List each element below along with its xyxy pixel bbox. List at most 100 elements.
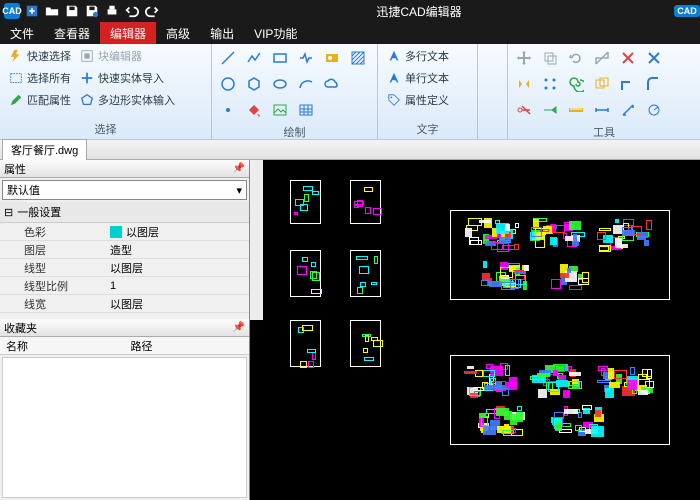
trim-icon[interactable]	[514, 100, 534, 120]
property-row[interactable]: 图层造型	[0, 241, 249, 259]
menu-tab-1[interactable]: 查看器	[44, 22, 100, 44]
dim2-icon[interactable]	[618, 100, 638, 120]
ribbon-group-tools: 工具	[508, 44, 700, 139]
point-icon[interactable]	[218, 100, 238, 120]
titlebar-right: CAD	[674, 5, 700, 17]
fill-icon[interactable]	[244, 100, 264, 120]
properties-combo[interactable]: 默认值 ▾	[2, 180, 247, 200]
open-icon[interactable]	[44, 3, 60, 19]
print-icon[interactable]	[104, 3, 120, 19]
favorites-col-path: 路径	[125, 338, 250, 354]
move-icon[interactable]	[514, 48, 534, 68]
document-tabstrip: 客厅餐厅.dwg	[0, 140, 700, 160]
property-key: 线宽	[0, 296, 110, 312]
favorites-columns: 名称 路径	[0, 337, 249, 355]
arc-icon[interactable]	[296, 74, 316, 94]
properties-scrollbar[interactable]	[250, 160, 263, 320]
section-label: 一般设置	[17, 204, 61, 220]
ribbon-item-label: 快速实体导入	[98, 70, 164, 86]
undo-icon[interactable]	[124, 3, 140, 19]
polyline-icon[interactable]	[244, 48, 264, 68]
pin-icon[interactable]: 📌	[233, 163, 245, 174]
document-tab[interactable]: 客厅餐厅.dwg	[2, 139, 87, 160]
ribbon-item[interactable]: 快速实体导入	[77, 68, 177, 88]
properties-title: 属性	[4, 161, 26, 177]
zig-icon[interactable]	[296, 48, 316, 68]
copy-icon[interactable]	[540, 48, 560, 68]
hex-icon[interactable]	[244, 74, 264, 94]
saveas-icon[interactable]	[84, 3, 100, 19]
ribbon-item[interactable]: 属性定义	[384, 90, 451, 110]
save-icon[interactable]	[64, 3, 80, 19]
property-row[interactable]: 线宽以图层	[0, 295, 249, 313]
crossb-icon[interactable]	[644, 48, 664, 68]
spiral-icon[interactable]	[566, 74, 586, 94]
mirror-icon[interactable]	[514, 74, 534, 94]
corner-icon[interactable]	[618, 74, 638, 94]
ribbon-item: 块编辑器	[77, 46, 177, 66]
array-icon[interactable]	[540, 74, 560, 94]
tag-icon	[386, 92, 402, 108]
cloud-icon[interactable]	[322, 74, 342, 94]
dim-icon[interactable]	[592, 100, 612, 120]
block-icon	[79, 48, 95, 64]
ribbon-item[interactable]: 快速选择	[6, 46, 73, 66]
menu-tab-2[interactable]: 编辑器	[100, 22, 156, 44]
new-icon[interactable]	[24, 3, 40, 19]
left-panel: 属性 📌 默认值 ▾ ⊟ 一般设置 色彩以图层图层造型线型以图层线型比例1线宽以…	[0, 160, 250, 500]
dim3-icon[interactable]	[644, 100, 664, 120]
ruler-icon[interactable]	[566, 100, 586, 120]
hatch-icon[interactable]	[348, 48, 368, 68]
ribbon-item-label: 块编辑器	[98, 48, 142, 64]
quick-access-toolbar: CAD	[0, 3, 164, 19]
ribbon-item-label: 快速选择	[27, 48, 71, 64]
rect-icon[interactable]	[270, 48, 290, 68]
redo-icon[interactable]	[144, 3, 160, 19]
table-icon[interactable]	[296, 100, 316, 120]
menu-tab-3[interactable]: 高级	[156, 22, 200, 44]
rect-dash-icon	[8, 70, 24, 86]
ribbon-group-select: 快速选择选择所有匹配属性 块编辑器快速实体导入多边形实体输入 选择	[0, 44, 212, 139]
ribbon-item-label: 属性定义	[405, 92, 449, 108]
dimpic-icon[interactable]	[322, 48, 342, 68]
ribbon-group-spacer	[478, 44, 508, 139]
property-row[interactable]: 色彩以图层	[0, 223, 249, 241]
property-row[interactable]: 线型以图层	[0, 259, 249, 277]
ribbon-item[interactable]: 多行文本	[384, 46, 451, 66]
extend-icon[interactable]	[540, 100, 560, 120]
ribbon-group-label: 工具	[514, 122, 694, 142]
favorites-body	[2, 357, 247, 498]
ribbon-group-label: 选择	[6, 119, 205, 139]
scale-icon[interactable]	[592, 48, 612, 68]
menu-tab-5[interactable]: VIP功能	[244, 22, 307, 44]
cross-icon[interactable]	[618, 48, 638, 68]
rotate-icon[interactable]	[566, 48, 586, 68]
image-icon[interactable]	[270, 100, 290, 120]
drawing-canvas[interactable]	[250, 160, 700, 500]
property-row[interactable]: 线型比例1	[0, 277, 249, 295]
ribbon-item[interactable]: 单行文本	[384, 68, 451, 88]
corner2-icon[interactable]	[644, 74, 664, 94]
ribbon-group-label	[484, 135, 501, 139]
ellipse-icon[interactable]	[270, 74, 290, 94]
properties-section[interactable]: ⊟ 一般设置	[0, 202, 249, 223]
poly-icon	[79, 92, 95, 108]
color-swatch	[110, 226, 122, 238]
offset-icon[interactable]	[592, 74, 612, 94]
property-key: 线型比例	[0, 278, 110, 294]
circle-icon[interactable]	[218, 74, 238, 94]
blank-icon[interactable]	[348, 74, 368, 94]
menu-tab-0[interactable]: 文件	[0, 22, 44, 44]
bolt-icon	[8, 48, 24, 64]
ribbon-item[interactable]: 匹配属性	[6, 90, 73, 110]
workarea: 属性 📌 默认值 ▾ ⊟ 一般设置 色彩以图层图层造型线型以图层线型比例1线宽以…	[0, 160, 700, 500]
chevron-down-icon: ▾	[236, 184, 242, 197]
ribbon-item-label: 匹配属性	[27, 92, 71, 108]
combo-value: 默认值	[7, 182, 40, 198]
menu-tab-4[interactable]: 输出	[200, 22, 244, 44]
ribbon-item[interactable]: 多边形实体输入	[77, 90, 177, 110]
line-icon[interactable]	[218, 48, 238, 68]
textA-icon	[386, 48, 402, 64]
pin-icon[interactable]: 📌	[233, 322, 245, 333]
ribbon-item[interactable]: 选择所有	[6, 68, 73, 88]
